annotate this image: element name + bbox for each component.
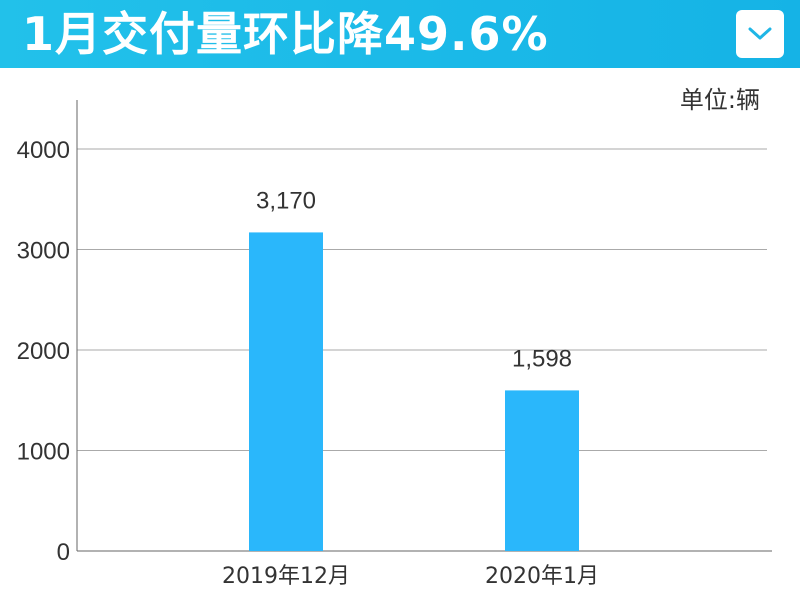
data-label: 3,170: [256, 187, 316, 214]
y-tick-labels: 0 1000 2000 3000 4000: [17, 137, 70, 566]
bars: [249, 232, 579, 552]
category-labels: 2019年12月 2020年1月: [222, 564, 599, 589]
y-tick-label: 0: [57, 539, 70, 566]
y-tick-label: 1000: [17, 439, 70, 466]
chevron-down-icon: [748, 27, 772, 40]
dropdown-button[interactable]: [736, 10, 784, 58]
category-label: 2020年1月: [485, 564, 599, 589]
title-bar: 1月交付量环比降49.6%: [0, 0, 800, 68]
bar: [505, 390, 579, 551]
data-label: 1,598: [512, 345, 572, 372]
category-label: 2019年12月: [222, 564, 350, 589]
y-tick-label: 4000: [17, 137, 70, 164]
grid-lines: [77, 148, 767, 451]
unit-label: 单位:辆: [679, 86, 760, 114]
axes: [76, 100, 772, 552]
page-title: 1月交付量环比降49.6%: [22, 7, 549, 61]
y-tick-label: 2000: [17, 338, 70, 365]
bar: [249, 232, 323, 552]
data-labels: 3,170 1,598: [256, 187, 572, 372]
y-tick-label: 3000: [17, 238, 70, 265]
